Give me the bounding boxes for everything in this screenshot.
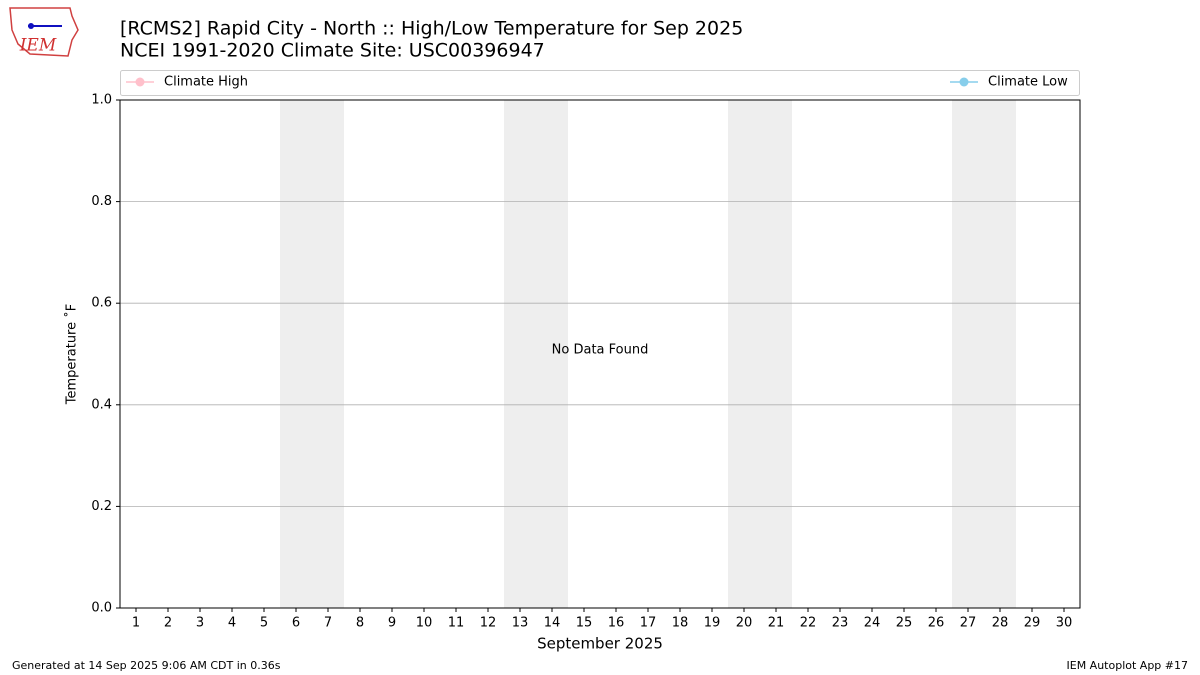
x-tick-label: 22 [800, 616, 817, 631]
x-tick-label: 4 [228, 616, 236, 631]
legend-marker [959, 77, 969, 87]
x-tick-label: 10 [416, 616, 433, 631]
y-tick-label: 0.2 [91, 499, 112, 514]
x-tick-label: 7 [324, 616, 332, 631]
x-tick-label: 27 [960, 616, 977, 631]
footer-left: Generated at 14 Sep 2025 9:06 AM CDT in … [12, 659, 281, 672]
weekend-shade [504, 100, 568, 608]
x-tick-label: 6 [292, 616, 300, 631]
x-tick-label: 13 [512, 616, 529, 631]
y-axis-label: Temperature ˚F [64, 304, 80, 405]
x-axis-label: September 2025 [537, 635, 663, 653]
weekend-shade [728, 100, 792, 608]
x-tick-label: 25 [896, 616, 913, 631]
x-tick-label: 11 [448, 616, 465, 631]
chart-title: [RCMS2] Rapid City - North :: High/Low T… [120, 18, 743, 40]
x-tick-label: 20 [736, 616, 753, 631]
y-tick-label: 0.8 [91, 194, 112, 209]
footer-right: IEM Autoplot App #17 [1067, 659, 1189, 672]
x-tick-label: 1 [132, 616, 140, 631]
y-tick-label: 0.0 [91, 601, 112, 616]
x-tick-label: 15 [576, 616, 593, 631]
x-tick-label: 14 [544, 616, 561, 631]
x-tick-label: 30 [1056, 616, 1073, 631]
x-tick-label: 21 [768, 616, 785, 631]
weekend-shade [280, 100, 344, 608]
x-tick-label: 26 [928, 616, 945, 631]
plot-frame [119, 99, 1081, 609]
y-tick-label: 1.0 [91, 93, 112, 108]
y-tick-label: 0.4 [91, 397, 112, 412]
logo-text: IEM [19, 36, 57, 56]
x-tick-label: 16 [608, 616, 625, 631]
x-tick-label: 19 [704, 616, 721, 631]
x-tick-label: 29 [1024, 616, 1041, 631]
x-tick-label: 12 [480, 616, 497, 631]
x-tick-label: 23 [832, 616, 849, 631]
x-tick-label: 18 [672, 616, 689, 631]
logo: IEM [9, 7, 79, 57]
legend-marker [135, 77, 145, 87]
x-tick-label: 8 [356, 616, 364, 631]
x-tick-label: 17 [640, 616, 657, 631]
legend-label: Climate Low [988, 75, 1068, 90]
logo-outline [9, 7, 79, 57]
annotation: No Data Found [552, 343, 649, 358]
x-tick-label: 9 [388, 616, 396, 631]
weekend-shade [952, 100, 1016, 608]
logo-glyph [28, 23, 34, 29]
legend [120, 70, 1080, 96]
x-tick-label: 28 [992, 616, 1009, 631]
x-tick-label: 24 [864, 616, 881, 631]
x-tick-label: 5 [260, 616, 268, 631]
legend-label: Climate High [164, 75, 248, 90]
y-tick-label: 0.6 [91, 296, 112, 311]
x-tick-label: 3 [196, 616, 204, 631]
x-tick-label: 2 [164, 616, 172, 631]
chart-subtitle: NCEI 1991-2020 Climate Site: USC00396947 [120, 40, 545, 62]
